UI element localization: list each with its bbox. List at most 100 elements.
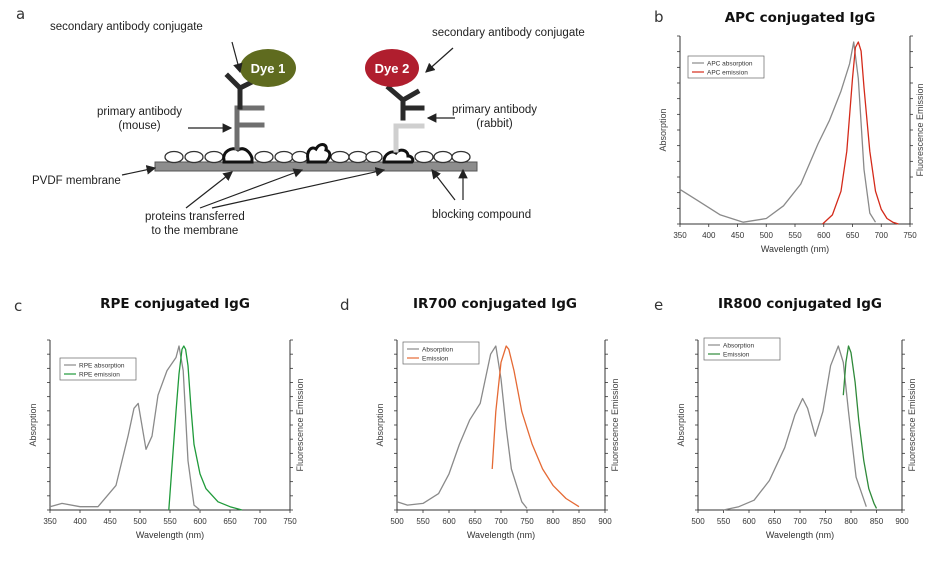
panel-letter-a: a: [16, 5, 26, 23]
x-tick-label: 650: [846, 231, 860, 240]
label-proteins-line1: proteins transferred: [145, 211, 245, 223]
x-tick-label: 850: [870, 517, 884, 526]
x-tick-label: 650: [768, 517, 782, 526]
legend-label: Emission: [723, 352, 750, 359]
legend-label: Emission: [422, 356, 449, 363]
label-secondary-left: secondary antibody conjugate: [50, 21, 203, 33]
chart-c-title: RPE conjugated IgG: [100, 296, 250, 312]
x-tick-label: 750: [819, 517, 833, 526]
x-tick-label: 400: [702, 231, 716, 240]
secondary-antibody-right: [385, 84, 425, 121]
x-tick-label: 700: [793, 517, 807, 526]
protein-shape-middle: [306, 143, 332, 164]
x-tick-label: 900: [895, 517, 909, 526]
chart-e-title: IR800 conjugated IgG: [718, 296, 882, 312]
series-line-1: [491, 345, 580, 508]
label-pvdf-membrane: PVDF membrane: [32, 175, 121, 187]
x-axis-label: Wavelength (nm): [766, 530, 834, 540]
primary-antibody-rabbit: [393, 123, 425, 153]
series-line-0: [396, 345, 528, 509]
panel-letter-d: d: [340, 296, 350, 314]
legend-box: [59, 357, 137, 381]
x-tick-label: 800: [546, 517, 560, 526]
x-tick-label: 500: [691, 517, 705, 526]
protein-shape-left: [222, 147, 254, 164]
series-line-1: [822, 41, 899, 225]
x-tick-label: 550: [788, 231, 802, 240]
x-tick-label: 400: [73, 517, 87, 526]
arrow-secondary-left: [231, 41, 243, 74]
y-axis-label-right: Fluorescence Emission: [610, 378, 620, 471]
x-tick-label: 550: [163, 517, 177, 526]
legend-label: RPE absorption: [79, 363, 125, 370]
legend-label: Absorption: [723, 343, 754, 350]
chart-rpe: 350 400 450 500 550 600 650 700 750 Wavelength (n…: [28, 339, 305, 540]
series-line-1: [168, 345, 243, 511]
legend-box: [687, 55, 765, 79]
x-tick-label: 700: [494, 517, 508, 526]
series-line-1: [842, 345, 878, 509]
y-axis-label-left: Absorption: [658, 108, 668, 151]
label-secondary-right: secondary antibody conjugate: [432, 27, 585, 39]
chart-ir700: 500 550 600 650 700 750 800 850 900 Wavelength (n…: [375, 339, 620, 540]
x-tick-label: 500: [390, 517, 404, 526]
label-proteins-line2: to the membrane: [151, 225, 239, 237]
x-tick-label: 750: [520, 517, 534, 526]
chart-apc: 350 400 450 500 550 600 650 700 750 Wavelength (n…: [658, 35, 925, 254]
x-tick-label: 650: [223, 517, 237, 526]
label-primary-rabbit: primary antibody (rabbit): [452, 103, 537, 131]
primary-antibody-mouse: [234, 105, 265, 151]
legend-label: APC emission: [707, 70, 748, 77]
arrow-blocking-left: [431, 169, 456, 201]
x-tick-label: 450: [731, 231, 745, 240]
series-line-0: [49, 345, 201, 511]
legend-box: [703, 337, 781, 361]
x-tick-label: 750: [903, 231, 917, 240]
dye2-label: Dye 2: [375, 61, 410, 76]
label-primary-rabbit-line2: (rabbit): [476, 118, 513, 130]
x-axis-label: Wavelength (nm): [136, 530, 204, 540]
label-primary-mouse-line1: primary antibody: [97, 106, 183, 118]
y-axis-label-left: Absorption: [28, 403, 38, 446]
panel-letter-e: e: [654, 296, 664, 314]
dye1-ellipse: [240, 49, 296, 87]
chart-b-title: APC conjugated IgG: [724, 10, 876, 26]
legend-label: APC absorption: [707, 61, 753, 68]
arrow-secondary-right: [425, 47, 454, 73]
y-axis-label-right: Fluorescence Emission: [295, 378, 305, 471]
label-primary-mouse: primary antibody (mouse): [97, 105, 182, 133]
x-tick-label: 750: [283, 517, 297, 526]
x-tick-label: 550: [416, 517, 430, 526]
x-tick-label: 700: [253, 517, 267, 526]
y-axis-label-left: Absorption: [375, 403, 385, 446]
x-tick-label: 500: [760, 231, 774, 240]
legend-box: [402, 341, 480, 365]
label-proteins: proteins transferred to the membrane: [145, 210, 245, 238]
label-primary-mouse-line2: (mouse): [118, 120, 161, 132]
x-tick-label: 800: [844, 517, 858, 526]
series-line-0: [679, 41, 877, 223]
x-tick-label: 600: [742, 517, 756, 526]
x-tick-label: 550: [717, 517, 731, 526]
blocking-compound-ellipses: [164, 150, 471, 164]
x-tick-label: 500: [133, 517, 147, 526]
arrow-membrane: [121, 165, 157, 176]
chart-ir800: 500 550 600 650 700 750 800 850 900 Wavelength (n…: [676, 337, 917, 540]
label-blocking-compound: blocking compound: [432, 209, 532, 221]
x-tick-label: 850: [572, 517, 586, 526]
x-tick-label: 600: [193, 517, 207, 526]
x-tick-label: 700: [875, 231, 889, 240]
arrow-protein-left: [185, 171, 233, 209]
y-axis-label-right: Fluorescence Emission: [915, 83, 925, 176]
arrow-protein-right: [211, 167, 386, 209]
x-axis-label: Wavelength (nm): [467, 530, 535, 540]
x-tick-label: 350: [43, 517, 57, 526]
x-tick-label: 600: [817, 231, 831, 240]
series-line-0: [723, 345, 867, 511]
protein-shape-right: [382, 148, 415, 164]
x-tick-label: 450: [103, 517, 117, 526]
x-tick-label: 650: [468, 517, 482, 526]
x-tick-label: 350: [673, 231, 687, 240]
y-axis-label-right: Fluorescence Emission: [907, 378, 917, 471]
label-primary-rabbit-line1: primary antibody: [452, 104, 538, 116]
